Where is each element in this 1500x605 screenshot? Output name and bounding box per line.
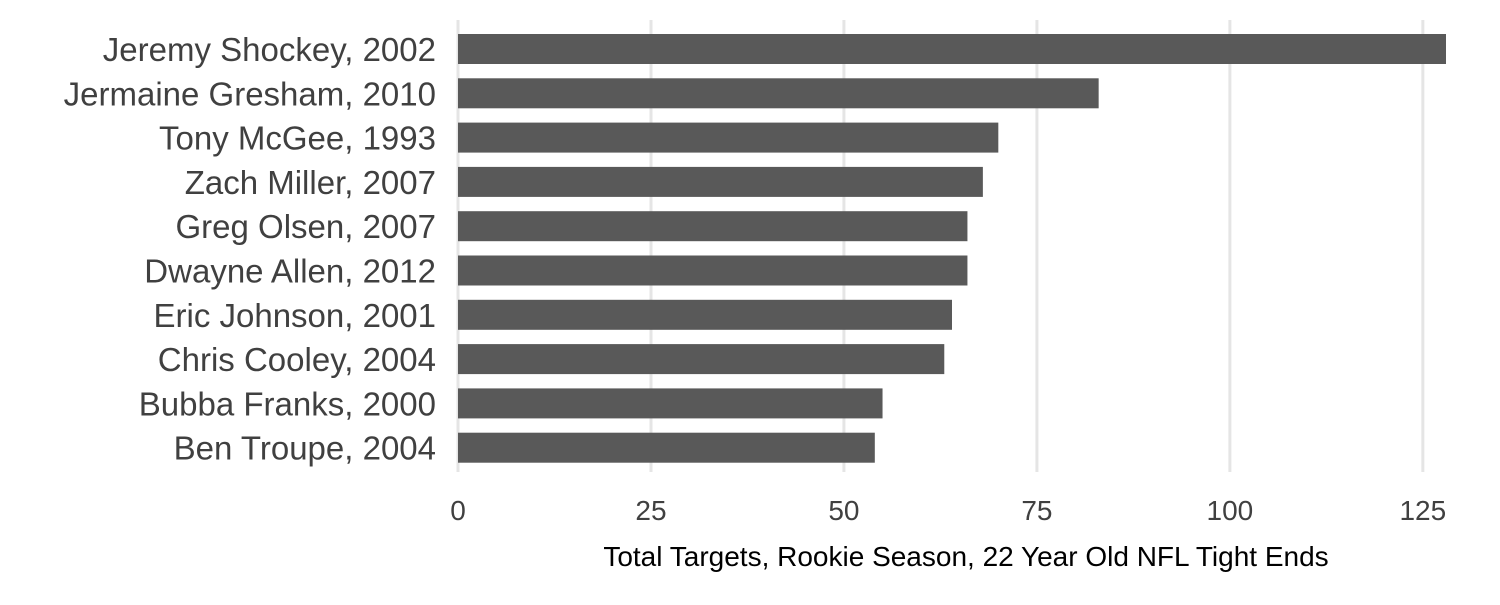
x-tick-label: 75 bbox=[1021, 495, 1052, 526]
bar bbox=[458, 388, 883, 419]
bar bbox=[458, 166, 983, 197]
category-label: Chris Cooley, 2004 bbox=[158, 341, 436, 378]
category-label: Dwayne Allen, 2012 bbox=[144, 253, 436, 290]
bar bbox=[458, 78, 1099, 109]
x-tick-label: 25 bbox=[635, 495, 666, 526]
bar bbox=[458, 255, 968, 286]
x-tick-label: 0 bbox=[450, 495, 466, 526]
bar bbox=[458, 211, 968, 242]
x-tick-label: 125 bbox=[1399, 495, 1446, 526]
x-tick-labels: 0 25 50 75 100 125 bbox=[450, 495, 1446, 526]
x-tick-label: 50 bbox=[828, 495, 859, 526]
category-label: Bubba Franks, 2000 bbox=[139, 385, 436, 422]
bar bbox=[458, 34, 1446, 64]
category-label: Greg Olsen, 2007 bbox=[176, 208, 437, 245]
category-labels: Jeremy Shockey, 2002 Jermaine Gresham, 20… bbox=[64, 31, 436, 467]
category-label: Zach Miller, 2007 bbox=[185, 164, 436, 201]
x-axis-title: Total Targets, Rookie Season, 22 Year Ol… bbox=[603, 541, 1328, 572]
bar bbox=[458, 122, 999, 153]
category-label: Jermaine Gresham, 2010 bbox=[64, 75, 436, 112]
bars bbox=[458, 34, 1446, 463]
category-label: Jeremy Shockey, 2002 bbox=[103, 31, 436, 68]
bar bbox=[458, 432, 875, 463]
category-label: Eric Johnson, 2001 bbox=[153, 297, 436, 334]
category-label: Tony McGee, 1993 bbox=[159, 120, 436, 157]
bar bbox=[458, 299, 952, 330]
x-tick-label: 100 bbox=[1207, 495, 1254, 526]
bar bbox=[458, 344, 945, 375]
category-label: Ben Troupe, 2004 bbox=[174, 430, 436, 467]
